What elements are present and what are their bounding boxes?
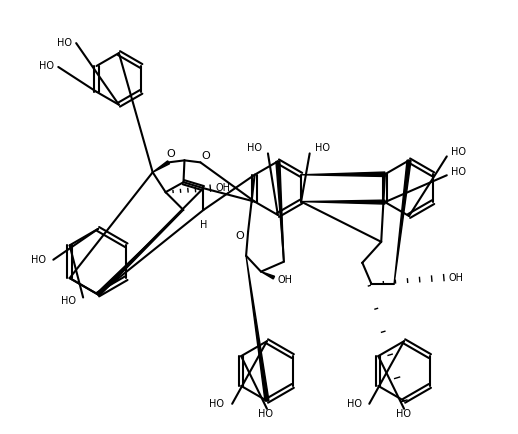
Polygon shape <box>246 256 269 401</box>
Text: HO: HO <box>57 38 73 48</box>
Polygon shape <box>261 272 275 279</box>
Text: O: O <box>201 151 210 161</box>
Text: OH: OH <box>449 273 464 283</box>
Polygon shape <box>394 160 411 283</box>
Text: H: H <box>199 220 207 230</box>
Text: HO: HO <box>209 399 224 409</box>
Text: OH: OH <box>278 275 293 285</box>
Text: HO: HO <box>258 409 274 419</box>
Text: HO: HO <box>61 296 76 306</box>
Text: HO: HO <box>314 144 329 154</box>
Text: OH: OH <box>215 183 231 193</box>
Text: HO: HO <box>451 167 466 177</box>
Polygon shape <box>97 210 183 296</box>
Text: HO: HO <box>348 399 362 409</box>
Polygon shape <box>153 161 169 172</box>
Polygon shape <box>301 200 385 204</box>
Text: HO: HO <box>39 61 54 71</box>
Polygon shape <box>276 161 284 262</box>
Polygon shape <box>301 172 385 177</box>
Text: O: O <box>166 149 175 159</box>
Text: O: O <box>236 231 244 241</box>
Text: HO: HO <box>32 255 47 265</box>
Text: HO: HO <box>247 144 262 154</box>
Text: HO: HO <box>451 148 466 158</box>
Text: HO: HO <box>396 409 411 419</box>
